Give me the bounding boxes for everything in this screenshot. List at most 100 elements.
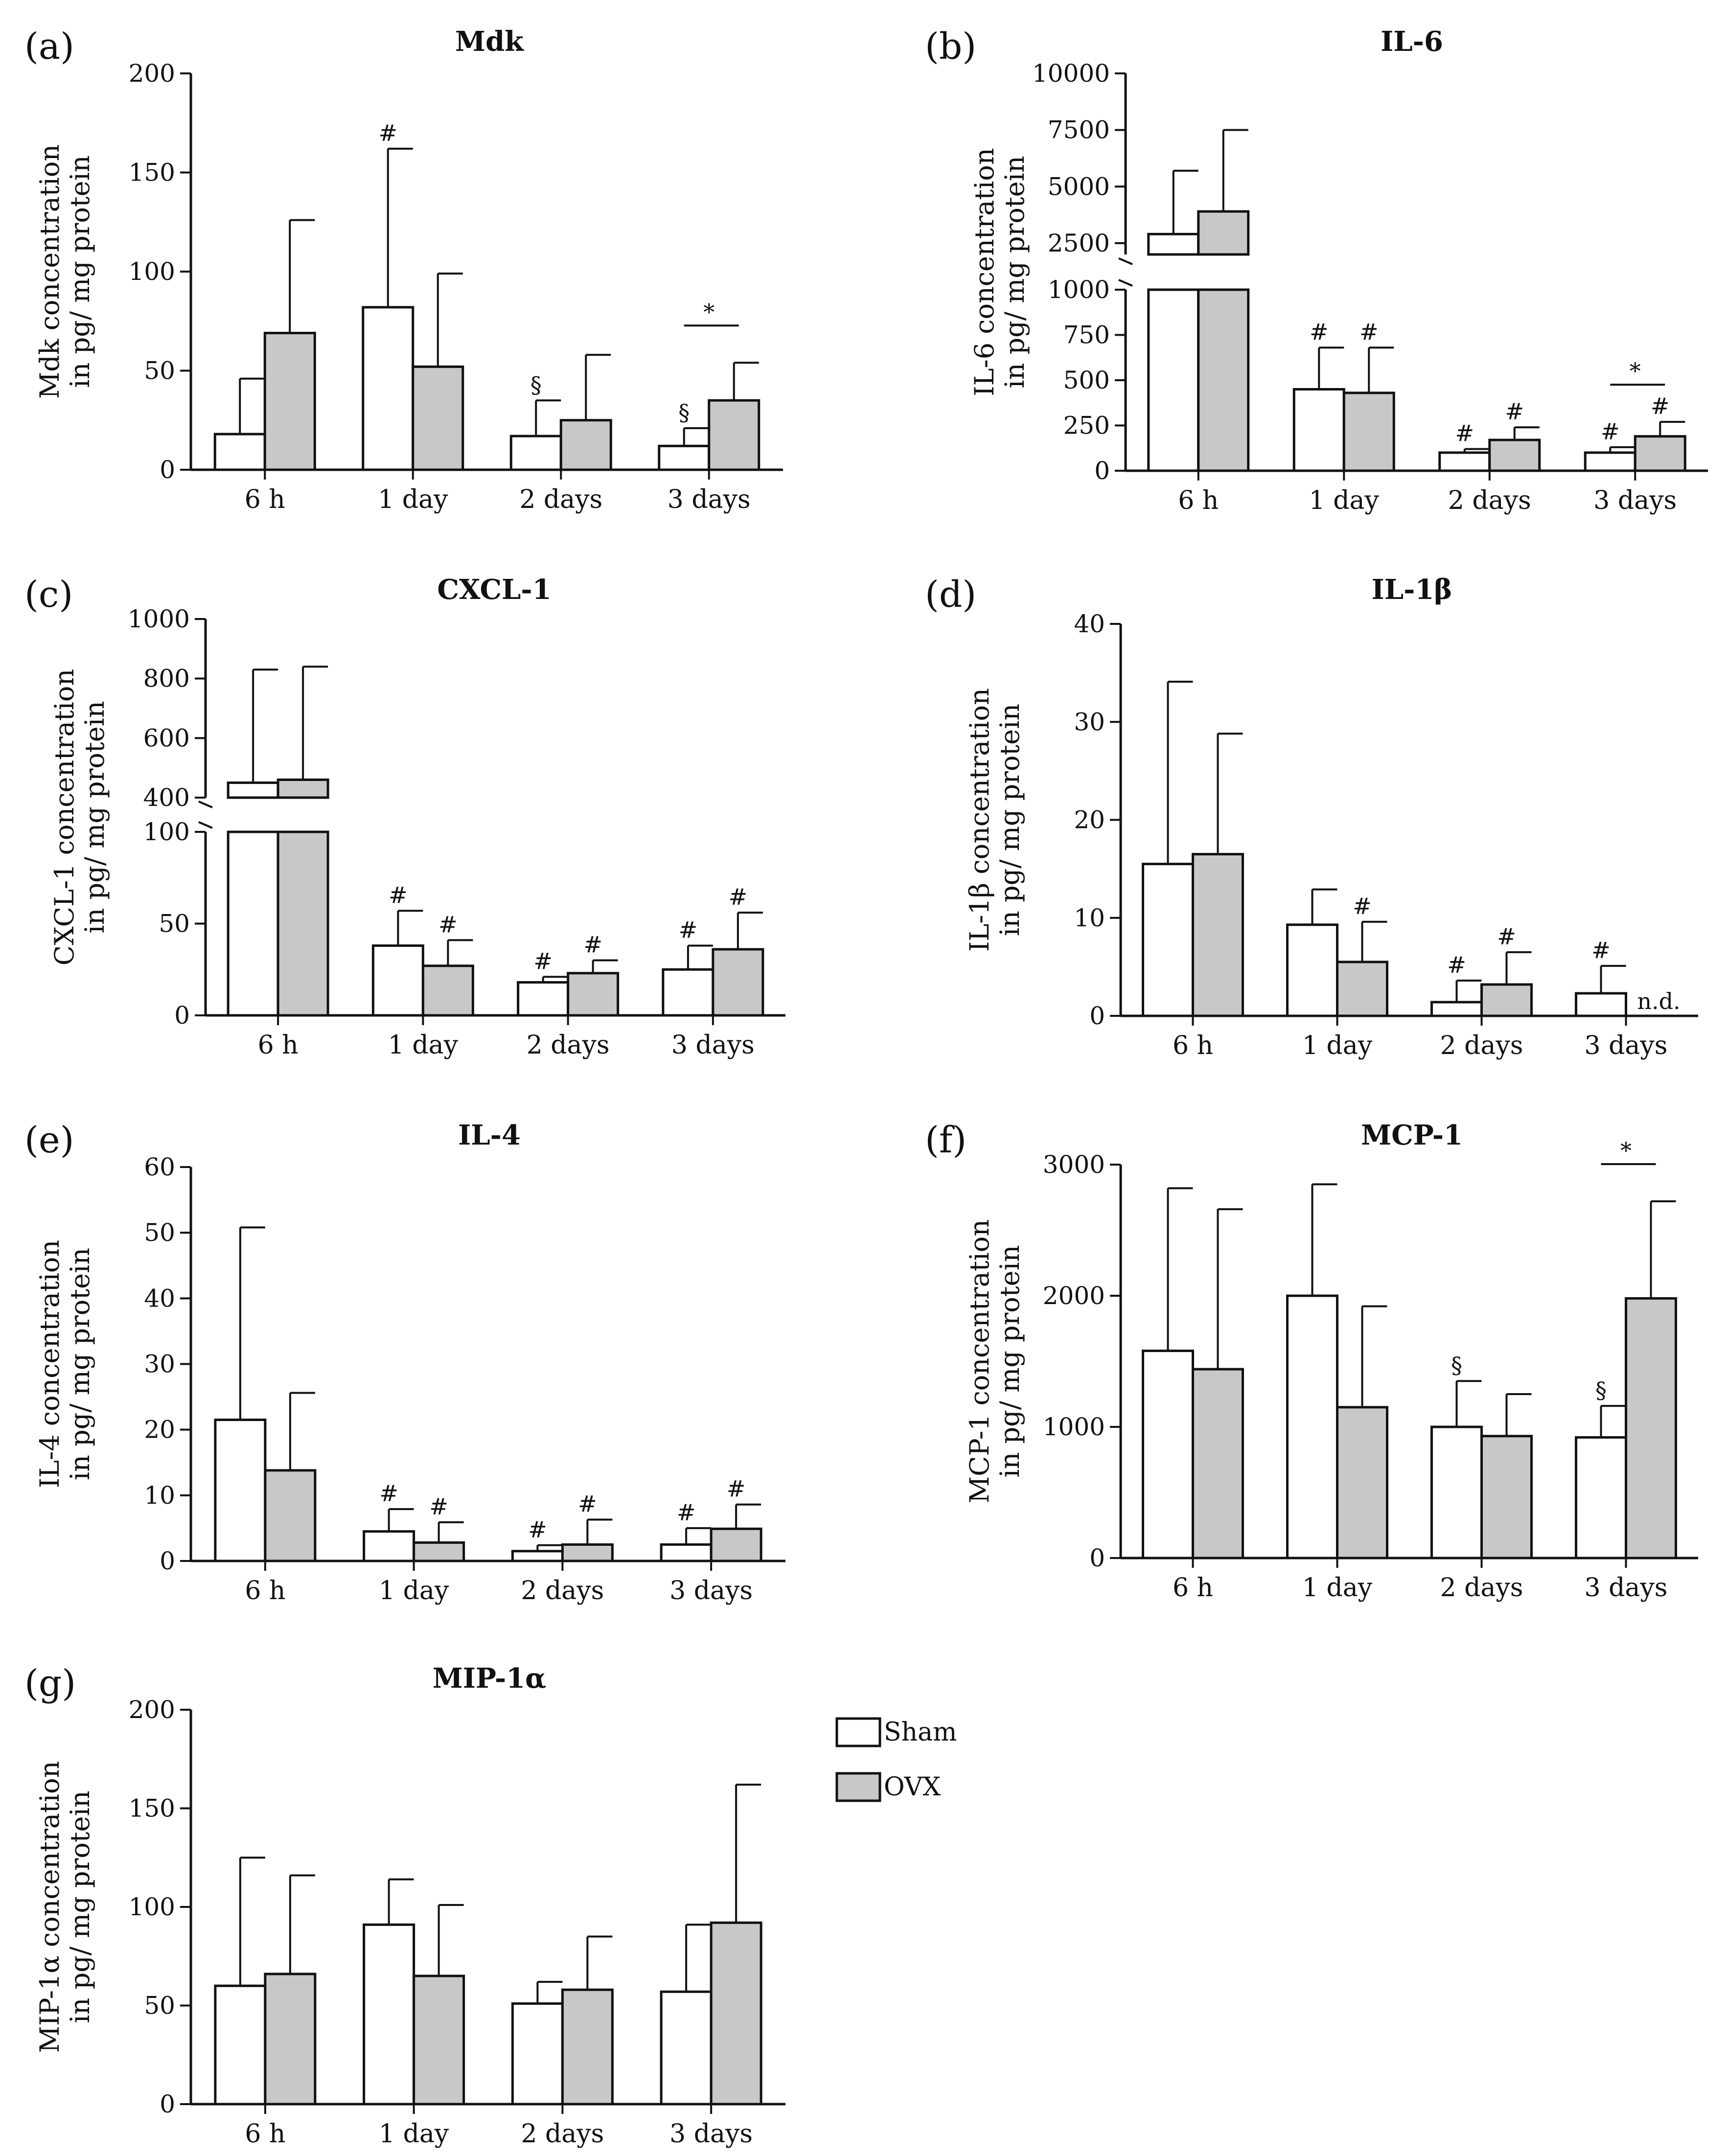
panel-letter-f: (f) <box>925 1119 967 1161</box>
panel-letter-d: (d) <box>925 573 976 616</box>
y-tick-label: 7500 <box>1048 116 1110 144</box>
x-tick-label: 6 h <box>1173 1573 1213 1603</box>
y-axis-label-a: Mdk concentrationin pg/ mg protein <box>34 144 95 399</box>
x-tick-label: 2 days <box>521 2119 604 2149</box>
bar-ovx <box>1337 1407 1387 1558</box>
bar-group <box>1147 171 1200 471</box>
bar-group <box>711 1785 761 2104</box>
y-tick-label: 800 <box>143 665 190 693</box>
annotation-mark: # <box>1497 923 1516 950</box>
bar-sham <box>215 434 265 470</box>
annotation-mark: # <box>1455 420 1474 447</box>
bar-ovx <box>265 1470 315 1561</box>
bar-group <box>1288 1184 1337 1558</box>
y-axis-label-line: in pg/ mg protein <box>79 701 110 933</box>
bar-group <box>1482 1394 1532 1558</box>
y-tick-label: 750 <box>1063 321 1110 349</box>
bar-ovx <box>265 1974 315 2104</box>
bar-sham <box>1576 993 1626 1016</box>
bar-break-gap <box>226 799 280 830</box>
bar-sham <box>663 969 713 1015</box>
x-tick-label: 3 days <box>1585 1573 1668 1603</box>
bar-ovx <box>1490 440 1540 471</box>
y-tick-label: 50 <box>159 910 190 938</box>
x-tick-label: 1 day <box>388 1031 459 1060</box>
annotation-mark: # <box>429 1493 448 1520</box>
panel-b: (b) IL-6 IL-6 concentrationin pg/ mg prote… <box>925 25 1708 515</box>
bar-ovx <box>1193 1369 1243 1558</box>
annotation-mark: # <box>1651 393 1670 419</box>
bar-group <box>661 1528 711 1561</box>
bar-sham <box>215 1420 265 1561</box>
bar-sham <box>1143 864 1193 1016</box>
x-tick-label: 1 day <box>379 1576 449 1606</box>
bar-group <box>1576 966 1626 1016</box>
y-axis-label-line: IL-1β concentration <box>964 688 995 952</box>
bar-group <box>1626 1201 1676 1558</box>
bar-ovx <box>561 420 611 470</box>
bar-ovx-lower <box>278 832 328 1015</box>
bar-ovx-upper <box>278 780 328 798</box>
legend-label-sham: Sham <box>884 1718 957 1747</box>
bar-group <box>1585 447 1635 471</box>
bar-ovx <box>414 1976 464 2104</box>
panel-letter-e: (e) <box>24 1119 74 1161</box>
bar-sham <box>1585 453 1635 471</box>
y-axis-label-e: IL-4 concentrationin pg/ mg protein <box>34 1240 95 1488</box>
y-axis-label-g: MIP-1α concentrationin pg/ mg protein <box>34 1761 95 2053</box>
y-tick-label: 60 <box>144 1153 175 1181</box>
bar-group <box>512 1545 562 1561</box>
y-axis-label-line: in pg/ mg protein <box>65 1790 95 2023</box>
significance-star: * <box>1620 1137 1632 1164</box>
annotation-mark: # <box>378 120 397 146</box>
y-tick-label: 3000 <box>1043 1150 1105 1179</box>
bar-group <box>562 1936 612 2104</box>
bar-group <box>364 1880 414 2104</box>
y-tick-label: 100 <box>129 257 175 286</box>
bar-group <box>659 428 709 470</box>
bar-sham <box>512 1551 562 1561</box>
annotation-mark: # <box>729 884 748 910</box>
bar-group <box>562 1519 612 1561</box>
panel-letter-a: (a) <box>24 25 74 68</box>
y-tick-label: 30 <box>1074 708 1105 736</box>
bar-sham <box>363 307 413 470</box>
bar-break-gap <box>276 799 330 830</box>
bar-group <box>713 913 763 1015</box>
y-axis-label-f: MCP-1 concentrationin pg/ mg protein <box>964 1219 1025 1503</box>
x-tick-label: 3 days <box>1593 486 1677 515</box>
panel-e: (e) IL-4 IL-4 concentrationin pg/ mg prote… <box>24 1119 785 1606</box>
annotation-mark: § <box>678 399 690 426</box>
annotation-mark: § <box>530 371 542 398</box>
axis-break-mark <box>199 802 212 807</box>
bar-ovx-lower <box>1198 290 1248 471</box>
annotation-mark: # <box>533 948 553 974</box>
y-axis-label-c: CXCL-1 concentrationin pg/ mg protein <box>49 669 110 965</box>
x-tick-label: 1 day <box>378 485 448 514</box>
bar-group <box>1432 1381 1482 1558</box>
panel-title-e: IL-4 <box>458 1119 521 1151</box>
bar-ovx <box>413 367 463 470</box>
y-tick-label: 0 <box>160 456 175 484</box>
bar-group <box>1294 347 1344 471</box>
bar-break-gap <box>1197 256 1250 288</box>
x-tick-label: 6 h <box>1173 1031 1213 1060</box>
axis-break-mark <box>199 822 212 828</box>
bar-group <box>1193 734 1243 1016</box>
y-tick-label: 500 <box>1063 366 1110 394</box>
bar-sham <box>1432 1427 1482 1558</box>
bar-sham-lower <box>228 832 278 1015</box>
bar-ovx <box>711 1529 761 1561</box>
bar-sham <box>1440 453 1490 471</box>
x-tick-label: 6 h <box>245 1576 285 1606</box>
annotation-mark: # <box>1601 418 1620 445</box>
bar-group <box>215 1858 265 2104</box>
bar-ovx-upper <box>1198 211 1248 254</box>
y-tick-label: 0 <box>1089 1002 1105 1030</box>
legend-swatch-sham <box>837 1719 880 1746</box>
bar-group <box>1344 347 1394 471</box>
bar-group <box>511 400 561 470</box>
annotation-mark: # <box>727 1476 746 1502</box>
y-tick-label: 10000 <box>1032 59 1110 88</box>
